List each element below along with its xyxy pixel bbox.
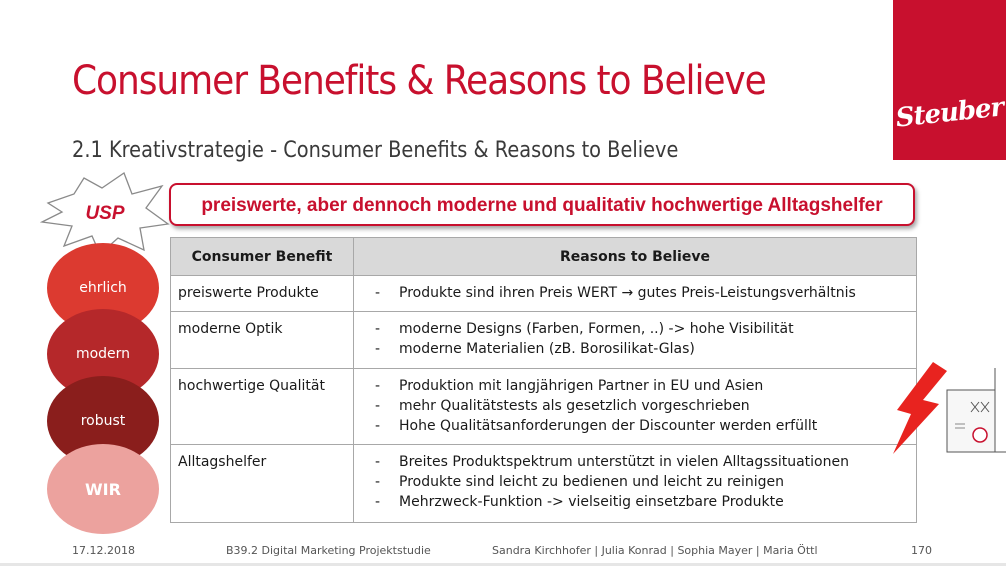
- footer-course: B39.2 Digital Marketing Projektstudie: [226, 544, 431, 557]
- table-row: hochwertige Qualität - Produktion mit lan…: [170, 368, 917, 445]
- reason-text: mehr Qualitätstests als gesetzlich vorge…: [399, 398, 750, 414]
- benefit-cell: moderne Optik: [170, 311, 354, 369]
- starburst-icon: [40, 172, 170, 254]
- value-label: robust: [80, 413, 126, 429]
- footer-date: 17.12.2018: [72, 544, 135, 557]
- bullet-dash: -: [375, 378, 381, 394]
- usp-statement-box: preiswerte, aber dennoch moderne und qua…: [169, 183, 915, 226]
- usp-label: USP: [85, 203, 125, 224]
- logo-text: Steuber: [894, 92, 1005, 134]
- reasons-cell: - Produkte sind ihren Preis WERT → gutes …: [353, 275, 917, 312]
- bullet-dash: -: [375, 341, 381, 357]
- reason-text: Produkte sind leicht zu bedienen und lei…: [399, 474, 785, 490]
- benefit-text: Alltagshelfer: [178, 454, 267, 470]
- value-label: WIR: [85, 479, 121, 499]
- table-row: moderne Optik - moderne Designs (Farben, …: [170, 311, 917, 369]
- reason-text: moderne Designs (Farben, Formen, ..) -> …: [399, 321, 794, 337]
- reason-item: - moderne Materialien (zB. Borosilikat-Gl…: [375, 339, 916, 359]
- usp-statement: preiswerte, aber dennoch moderne und qua…: [201, 195, 883, 216]
- value-label: modern: [75, 346, 131, 362]
- footer-authors: Sandra Kirchhofer | Julia Konrad | Sophi…: [492, 544, 818, 557]
- reason-text: Hohe Qualitätsanforderungen der Discount…: [399, 418, 818, 434]
- header-consumer-benefit: Consumer Benefit: [170, 237, 354, 276]
- slide-title: Consumer Benefits & Reasons to Believe: [72, 58, 767, 104]
- value-circle-wir: WIR: [47, 444, 159, 534]
- table-row: preiswerte Produkte - Produkte sind ihren…: [170, 275, 917, 312]
- benefits-table: Consumer Benefit Reasons to Believe prei…: [170, 237, 917, 523]
- reason-text: Breites Produktspektrum unterstützt in v…: [399, 454, 849, 470]
- reason-text: Produktion mit langjährigen Partner in E…: [399, 378, 764, 394]
- benefit-cell: preiswerte Produkte: [170, 275, 354, 312]
- benefit-cell: hochwertige Qualität: [170, 368, 354, 445]
- bullet-dash: -: [375, 494, 381, 510]
- lightning-socket-icon: [893, 362, 1006, 454]
- bullet-dash: -: [375, 474, 381, 490]
- reason-item: - Produktion mit langjährigen Partner in …: [375, 376, 916, 396]
- reason-text: moderne Materialien (zB. Borosilikat-Gla…: [399, 341, 695, 357]
- reason-item: - Breites Produktspektrum unterstützt in …: [375, 452, 916, 472]
- reason-item: - Produkte sind leicht zu bedienen und le…: [375, 472, 916, 492]
- reasons-cell: - Produktion mit langjährigen Partner in …: [353, 368, 917, 445]
- reason-text: Produkte sind ihren Preis WERT → gutes P…: [399, 285, 856, 301]
- footer-page-number: 170: [911, 544, 932, 557]
- value-label: ehrlich: [79, 280, 127, 296]
- slide-subtitle: 2.1 Kreativstrategie - Consumer Benefits…: [72, 138, 679, 163]
- reasons-cell: - moderne Designs (Farben, Formen, ..) ->…: [353, 311, 917, 369]
- bullet-dash: -: [375, 321, 381, 337]
- steuber-logo: Steuber: [893, 0, 1006, 160]
- benefit-text: preiswerte Produkte: [178, 285, 319, 301]
- reasons-cell: - Breites Produktspektrum unterstützt in …: [353, 444, 917, 523]
- table-header-row: Consumer Benefit Reasons to Believe: [170, 237, 917, 276]
- bullet-dash: -: [375, 285, 381, 301]
- benefit-text: moderne Optik: [178, 321, 283, 337]
- reason-item: - Produkte sind ihren Preis WERT → gutes …: [375, 283, 916, 303]
- bullet-dash: -: [375, 418, 381, 434]
- bullet-dash: -: [375, 398, 381, 414]
- reason-text: Mehrzweck-Funktion -> vielseitig einsetz…: [399, 494, 784, 510]
- reason-item: - Mehrzweck-Funktion -> vielseitig einset…: [375, 492, 916, 512]
- table-row: Alltagshelfer - Breites Produktspektrum u…: [170, 444, 917, 523]
- reason-item: - moderne Designs (Farben, Formen, ..) ->…: [375, 319, 916, 339]
- reason-item: - mehr Qualitätstests als gesetzlich vorg…: [375, 396, 916, 416]
- benefit-text: hochwertige Qualität: [178, 378, 325, 394]
- benefit-cell: Alltagshelfer: [170, 444, 354, 523]
- header-reasons-to-believe: Reasons to Believe: [353, 237, 917, 276]
- bullet-dash: -: [375, 454, 381, 470]
- bottom-divider: [0, 563, 1006, 566]
- reason-item: - Hohe Qualitätsanforderungen der Discoun…: [375, 416, 916, 436]
